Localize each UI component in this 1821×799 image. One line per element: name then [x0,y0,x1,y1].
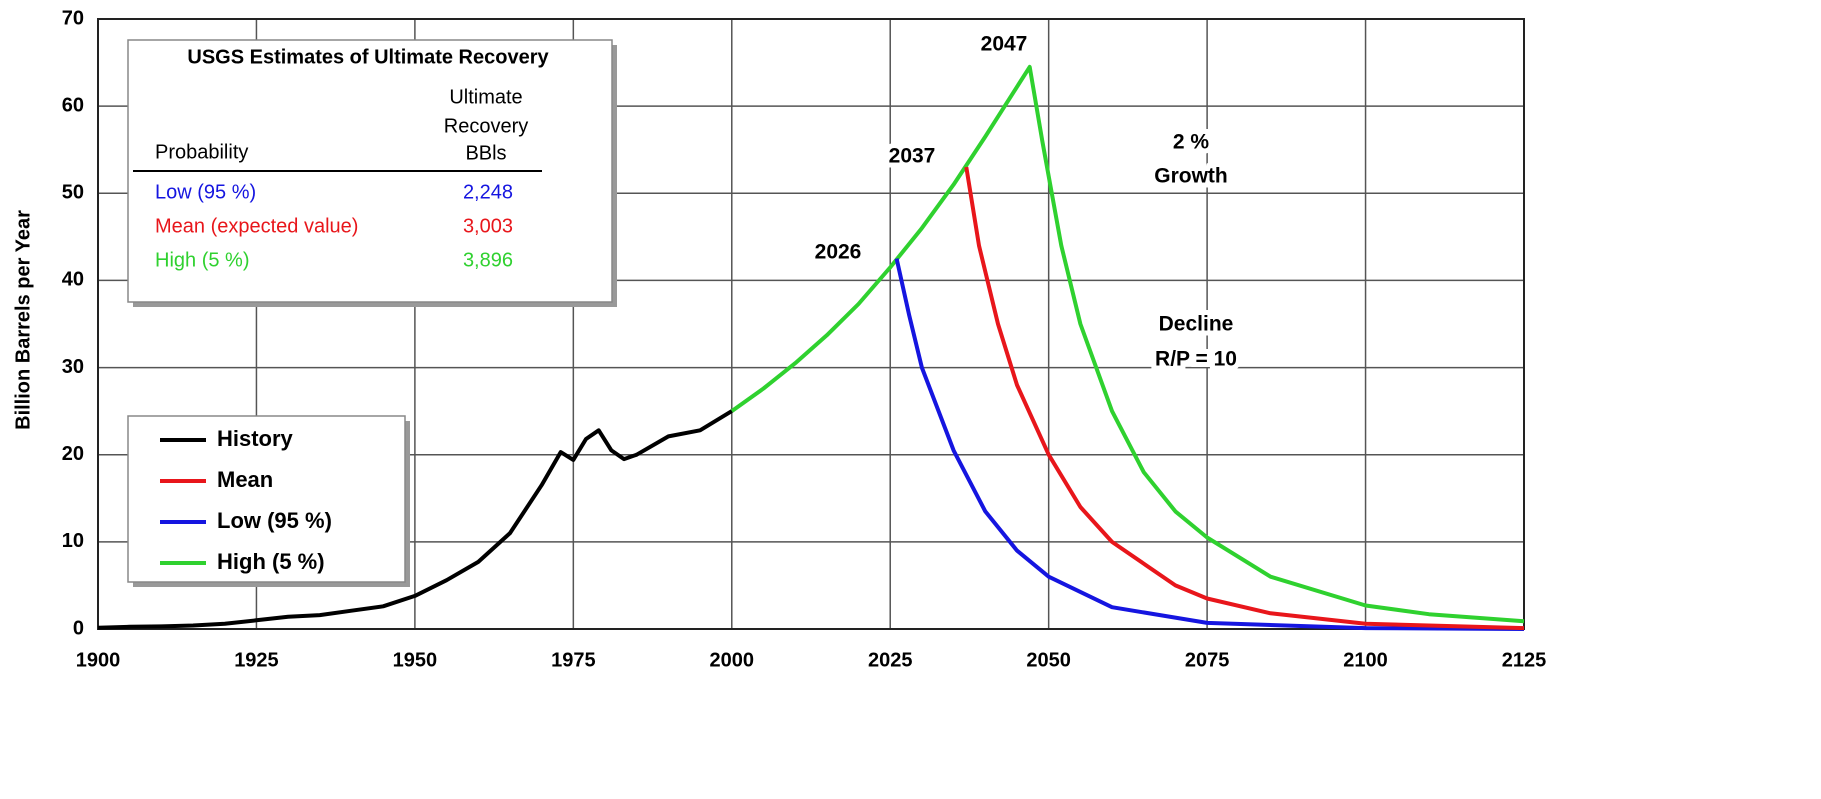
table-cell: 3,896 [463,249,513,271]
legend-label: History [217,426,294,451]
table-cell: 2,248 [463,181,513,203]
y-tick-label: 20 [62,443,84,465]
lines [97,64,1525,631]
annotation: 2 % [1173,131,1210,154]
y-tick-label: 0 [73,617,84,639]
table-header: Recovery [444,115,528,137]
y-tick-label: 40 [62,269,84,291]
table-header: BBls [465,142,506,164]
legend-box [127,415,406,583]
table-cell: Mean (expected value) [155,215,358,237]
y-tick-label: 30 [62,356,84,378]
legend: History Mean Low (95 %) High (5 %) [160,426,332,574]
x-tick-label: 2000 [710,649,755,671]
annotations: 2026 2037 2047 2 % Growth Decline R/P = 10 [810,28,1242,376]
series-line [894,258,1525,631]
annotation: 2047 [981,33,1028,56]
legend-label: Low (95 %) [217,508,332,533]
annotation: Decline [1159,313,1234,336]
series-line [964,166,1525,631]
table-title: USGS Estimates of Ultimate Recovery [187,46,549,68]
x-tick-label: 1925 [234,649,279,671]
table-header: Probability [155,141,248,163]
annotation: 2026 [815,241,862,264]
table-cell: Low (95 %) [155,181,256,203]
y-axis-label: Billion Barrels per Year [12,210,34,430]
annotation: R/P = 10 [1155,348,1237,371]
y-tick-label: 50 [62,182,84,204]
x-tick-label: 2100 [1343,649,1388,671]
y-tick-label: 70 [62,7,84,29]
series-line [97,409,733,630]
table-cell: High (5 %) [155,249,249,271]
x-tick-label: 2050 [1026,649,1071,671]
table-header: Ultimate [449,86,522,108]
table-cell: 3,003 [463,215,513,237]
x-tick-label: 2125 [1502,649,1547,671]
y-tick-label: 10 [62,530,84,552]
annotation: Growth [1154,165,1228,188]
x-tick-label: 1950 [393,649,438,671]
x-tick-label: 1900 [76,649,121,671]
x-tick-label: 2025 [868,649,913,671]
table: USGS Estimates of Ultimate Recovery Proba… [133,46,549,271]
x-tick-label: 1975 [551,649,596,671]
legend-label: High (5 %) [217,549,325,574]
x-tick-label: 2075 [1185,649,1230,671]
annotation: 2037 [889,145,936,168]
y-tick-label: 60 [62,94,84,116]
plot-frame [97,18,1525,630]
series-line [730,64,1525,624]
legend-label: Mean [217,467,273,492]
